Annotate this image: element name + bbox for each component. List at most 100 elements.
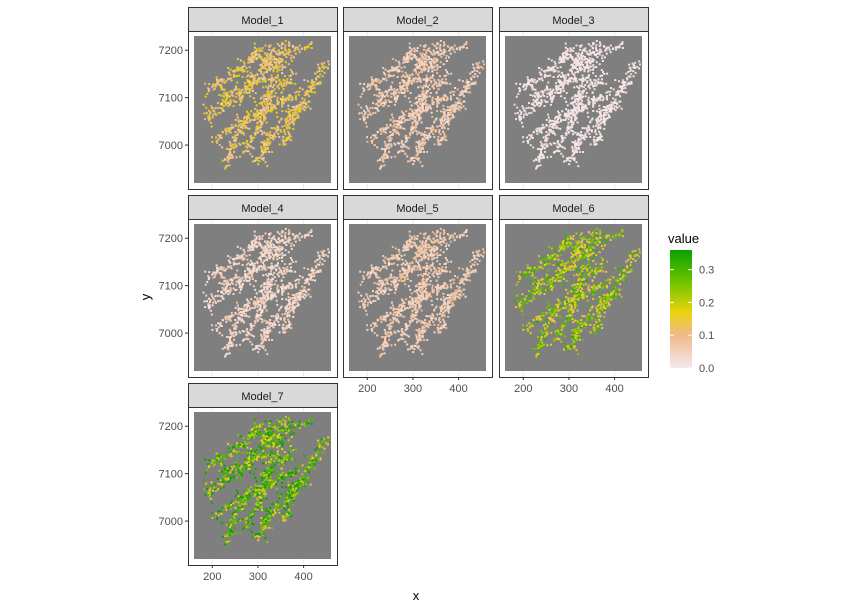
raster-cell (220, 266, 222, 268)
raster-cell (398, 92, 400, 94)
raster-cell (535, 168, 537, 170)
raster-cell (623, 81, 625, 83)
raster-cell (226, 148, 228, 150)
raster-cell (550, 156, 552, 158)
raster-cell (549, 143, 551, 145)
raster-cell (247, 304, 249, 306)
raster-cell (586, 63, 588, 65)
raster-cell (621, 108, 623, 110)
raster-cell (619, 95, 621, 97)
raster-cell (578, 105, 580, 107)
raster-cell (639, 63, 641, 65)
raster-cell (548, 93, 550, 95)
raster-cell (284, 254, 286, 256)
raster-cell (467, 91, 469, 93)
raster-cell (445, 75, 447, 77)
raster-cell (592, 110, 594, 112)
raster-cell (223, 82, 225, 84)
raster-cell (364, 113, 366, 115)
raster-cell (324, 72, 326, 74)
raster-cell (230, 289, 232, 291)
raster-cell (328, 63, 330, 65)
raster-cell (428, 104, 430, 106)
raster-cell (237, 58, 239, 60)
raster-cell (234, 319, 236, 321)
raster-cell (228, 346, 230, 348)
raster-cell (266, 283, 268, 285)
raster-cell (588, 103, 590, 105)
raster-cell (402, 116, 404, 118)
raster-cell (455, 102, 457, 104)
raster-cell (286, 269, 288, 271)
raster-cell (292, 45, 294, 47)
raster-cell (211, 136, 213, 138)
raster-cell (249, 95, 251, 97)
raster-cell (405, 135, 407, 137)
raster-cell (581, 44, 583, 46)
raster-cell (588, 66, 590, 68)
raster-cell (553, 152, 555, 154)
raster-cell (223, 110, 225, 112)
raster-cell (472, 64, 474, 66)
raster-cell (281, 260, 283, 262)
raster-cell (262, 262, 264, 264)
raster-cell (423, 58, 425, 60)
raster-cell (239, 319, 241, 321)
raster-cell (600, 134, 602, 136)
raster-cell (283, 141, 285, 143)
raster-cell (282, 239, 284, 241)
raster-cell (454, 87, 456, 89)
raster-cell (521, 105, 523, 107)
raster-cell (582, 127, 584, 129)
raster-cell (585, 95, 587, 97)
raster-cell (275, 315, 277, 317)
raster-cell (457, 102, 459, 104)
raster-cell (535, 92, 537, 94)
raster-cell (234, 258, 236, 260)
raster-cell (372, 102, 374, 104)
raster-cell (272, 323, 274, 325)
raster-cell (438, 102, 440, 104)
raster-cell (265, 161, 267, 163)
raster-cell (536, 130, 538, 132)
raster-cell (209, 306, 211, 308)
raster-cell (571, 121, 573, 123)
raster-cell (566, 113, 568, 115)
raster-cell (560, 153, 562, 155)
raster-cell (221, 334, 223, 336)
raster-cell (376, 107, 378, 109)
raster-cell (296, 106, 298, 108)
raster-cell (412, 74, 414, 76)
raster-cell (534, 95, 536, 97)
raster-cell (549, 126, 551, 128)
raster-cell (584, 56, 586, 58)
raster-cell (257, 319, 259, 321)
raster-cell (582, 109, 584, 111)
raster-cell (261, 141, 263, 143)
raster-cell (233, 339, 235, 341)
raster-cell (371, 79, 373, 81)
raster-cell (405, 110, 407, 112)
raster-cell (550, 68, 552, 70)
raster-cell (235, 334, 237, 336)
raster-cell (277, 262, 279, 264)
raster-cell (288, 114, 290, 116)
raster-cell (253, 301, 255, 303)
raster-cell (384, 130, 386, 132)
raster-cell (418, 157, 420, 159)
raster-cell (472, 75, 474, 77)
raster-cell (564, 97, 566, 99)
raster-cell (382, 67, 384, 69)
raster-cell (293, 124, 295, 126)
raster-cell (288, 123, 290, 125)
raster-cell (533, 160, 535, 162)
raster-cell (544, 100, 546, 102)
raster-cell (600, 127, 602, 129)
raster-cell (281, 69, 283, 71)
raster-cell (575, 80, 577, 82)
raster-cell (632, 63, 634, 65)
raster-cell (429, 133, 431, 135)
raster-cell (267, 53, 269, 55)
raster-cell (229, 329, 231, 331)
raster-cell (398, 70, 400, 72)
